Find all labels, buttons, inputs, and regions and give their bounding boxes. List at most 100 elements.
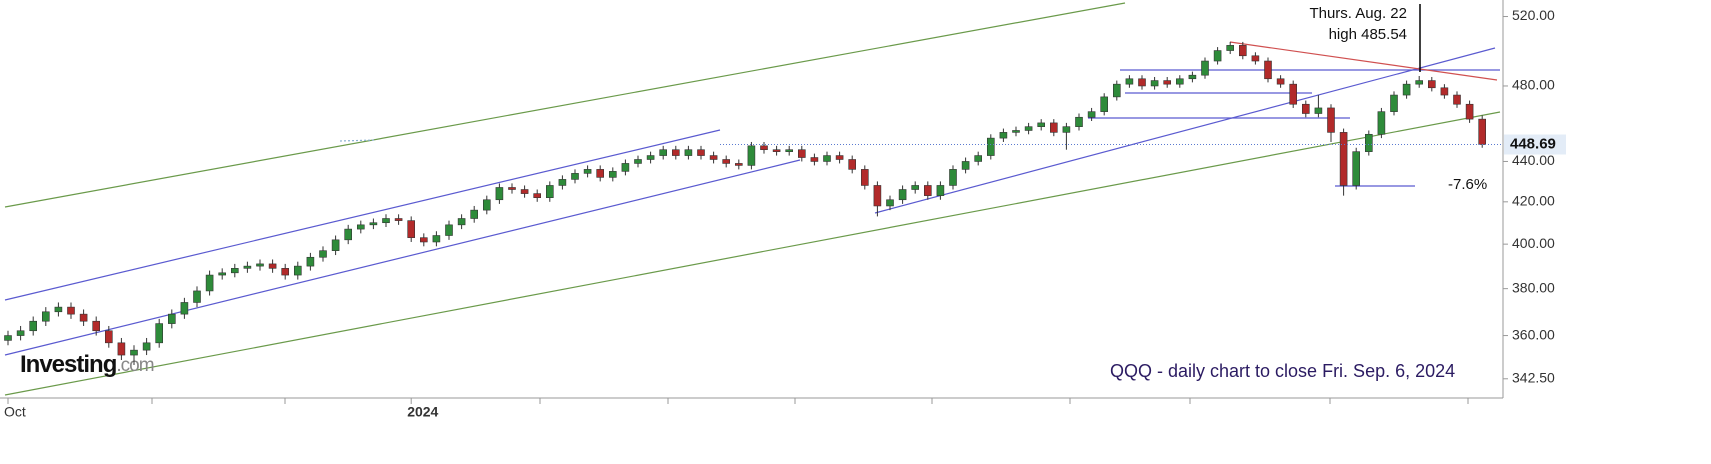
- candle-body: [974, 155, 983, 162]
- candle-body: [432, 235, 441, 243]
- candle-body: [495, 187, 504, 201]
- candle-body: [1314, 107, 1323, 114]
- candle-body: [1075, 116, 1083, 127]
- candle-body: [1339, 132, 1348, 186]
- candle-body: [508, 187, 516, 190]
- candle-body: [293, 265, 302, 276]
- candle-body: [533, 193, 542, 198]
- candle-body: [936, 185, 945, 196]
- candle-body: [1213, 50, 1222, 62]
- candle-body: [407, 220, 416, 238]
- annotation: Thurs. Aug. 22: [1309, 5, 1407, 22]
- candle-body: [268, 263, 277, 269]
- candle-body: [1087, 111, 1096, 118]
- candle-body: [1100, 96, 1108, 112]
- y-tick-label: 520.00: [1512, 7, 1555, 23]
- candle-body: [961, 161, 970, 170]
- y-tick-label: 420.00: [1512, 193, 1555, 209]
- candle-body: [1390, 94, 1398, 112]
- candle-body: [1226, 45, 1234, 51]
- candle-body: [1327, 107, 1335, 133]
- candle-body: [722, 159, 731, 164]
- candle-body: [785, 149, 794, 152]
- candle-body: [105, 330, 113, 344]
- candle-body: [1402, 83, 1411, 96]
- candle-body: [697, 149, 705, 156]
- candle-body: [1251, 55, 1260, 62]
- chart-title: QQQ - daily chart to close Fri. Sep. 6, …: [1110, 361, 1455, 381]
- candle-body: [369, 222, 378, 226]
- watermark: Investing.com: [20, 351, 154, 378]
- candle-body: [621, 163, 630, 172]
- candle-body: [1289, 83, 1297, 105]
- candle-body: [117, 342, 126, 356]
- candle-body: [709, 155, 718, 160]
- candle-body: [1037, 122, 1045, 127]
- candle-body: [646, 155, 655, 160]
- candle-body: [419, 237, 428, 243]
- y-tick-label: 360.00: [1512, 326, 1555, 342]
- y-tick-label: 400.00: [1512, 235, 1555, 251]
- candle-body: [558, 179, 567, 186]
- candle-body: [470, 209, 479, 219]
- candle-body: [1415, 80, 1423, 85]
- candle-body: [810, 157, 819, 162]
- candle-body: [1365, 133, 1373, 152]
- watermark-suffix: .com: [116, 355, 153, 376]
- candle-body: [168, 313, 176, 324]
- candle-body: [898, 189, 907, 201]
- candle-body: [1440, 87, 1449, 96]
- candle-body: [4, 335, 12, 341]
- candle-body: [734, 163, 743, 166]
- candle-body: [256, 263, 264, 267]
- candle-body: [923, 185, 932, 196]
- candle-body: [1188, 74, 1197, 80]
- candle-body: [180, 302, 189, 315]
- candle-body: [79, 313, 88, 322]
- candle-body: [873, 185, 882, 207]
- candle-body: [772, 149, 781, 152]
- candle-body: [545, 185, 554, 198]
- candle-body: [205, 274, 214, 292]
- candle-body: [306, 256, 315, 267]
- candle-body: [1377, 111, 1386, 135]
- candle-body: [281, 268, 290, 276]
- candle-body: [583, 169, 592, 174]
- trend-line: [4, 2, 1126, 208]
- candle-body: [1478, 118, 1486, 145]
- candle-body: [999, 132, 1008, 139]
- candle-body: [684, 149, 693, 156]
- candle-body: [1113, 83, 1121, 98]
- candle-body: [1163, 80, 1171, 85]
- x-tick-label: Oct: [4, 404, 26, 420]
- candle-body: [596, 169, 605, 178]
- candle-body: [482, 199, 491, 211]
- candle-body: [67, 306, 75, 315]
- candle-body: [155, 323, 163, 344]
- candle-body: [848, 159, 857, 170]
- candle-body: [231, 268, 239, 274]
- annotation: -7.6%: [1448, 176, 1487, 193]
- candle-body: [344, 228, 353, 241]
- candle-body: [394, 218, 403, 221]
- y-tick-label: 480.00: [1512, 77, 1555, 93]
- candle-body: [243, 265, 252, 269]
- candle-body: [608, 171, 617, 178]
- candle-body: [571, 173, 579, 180]
- x-tick-label: 2024: [407, 404, 438, 420]
- candle-body: [671, 149, 680, 156]
- candle-body: [1352, 151, 1360, 186]
- candle-body: [92, 320, 100, 332]
- candle-body: [319, 250, 327, 258]
- candle-body: [1276, 78, 1285, 85]
- candle-body: [16, 330, 25, 336]
- candle-body: [142, 342, 151, 351]
- candle-body: [860, 169, 869, 186]
- candle-body: [1138, 78, 1146, 87]
- candle-body: [1012, 130, 1020, 133]
- y-tick-label: 380.00: [1512, 279, 1555, 295]
- y-tick-label: 440.00: [1512, 152, 1555, 168]
- candle-body: [1201, 60, 1209, 76]
- watermark-name: Investing: [20, 351, 117, 378]
